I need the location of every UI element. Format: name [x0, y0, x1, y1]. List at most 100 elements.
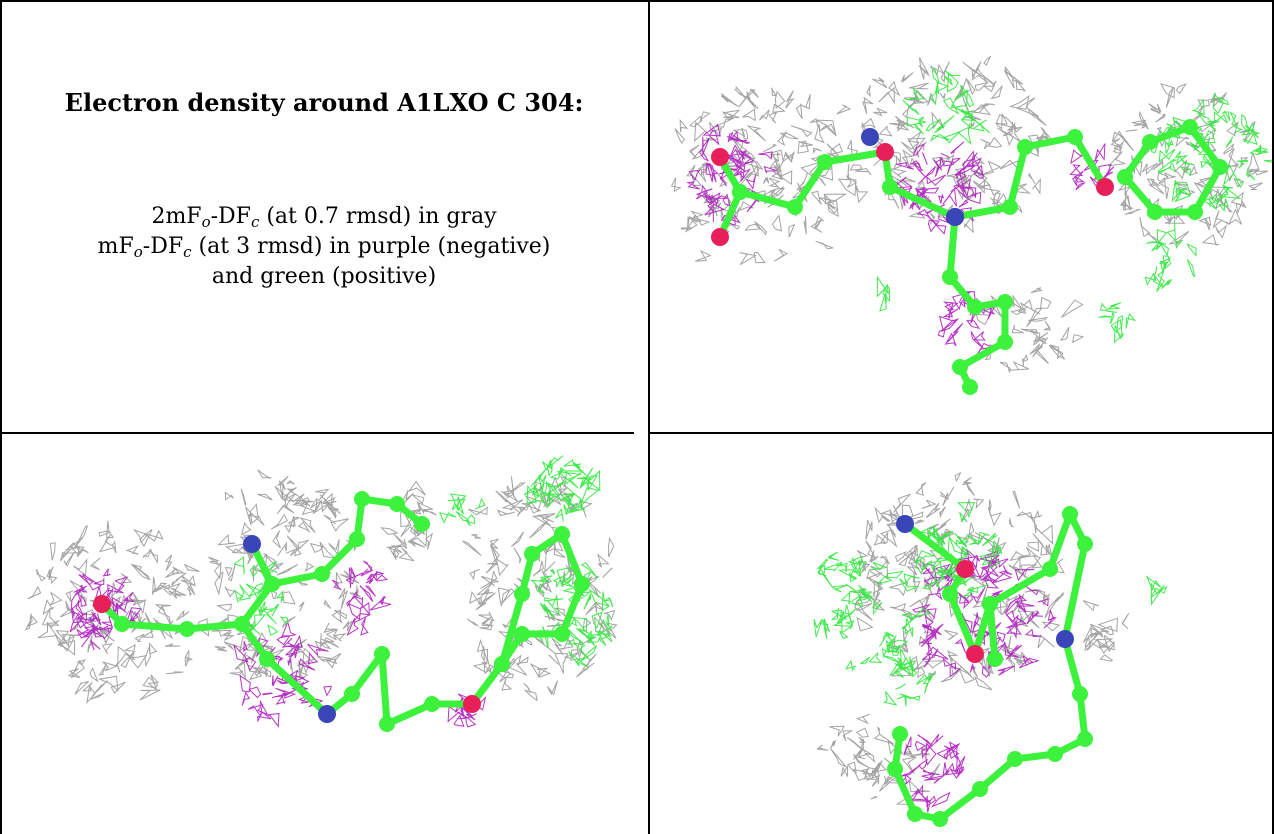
mesh-positive — [883, 648, 935, 707]
carbon-atom — [982, 596, 998, 612]
carbon-atom — [967, 299, 983, 315]
carbon-atom — [1067, 129, 1083, 145]
mesh-2fofc — [816, 713, 941, 806]
carbon-atom — [732, 184, 748, 200]
nitrogen-atom — [896, 515, 914, 533]
carbon-atom — [514, 626, 530, 642]
carbon-atom — [179, 621, 195, 637]
mesh-positive — [439, 493, 486, 526]
carbon-atom — [314, 566, 330, 582]
mesh-positive — [1098, 302, 1136, 344]
border-right — [1272, 0, 1274, 834]
carbon-atom — [942, 586, 958, 602]
mesh-negative — [912, 548, 1057, 678]
mesh-positive — [1145, 575, 1168, 606]
nitrogen-atom — [318, 705, 336, 723]
ligand-chain — [234, 616, 510, 732]
carbon-atom — [1042, 561, 1058, 577]
carbon-atom — [892, 726, 908, 742]
carbon-atom — [494, 656, 510, 672]
nitrogen-atom — [243, 535, 261, 553]
ligand-chain — [861, 128, 879, 146]
carbon-atom — [1147, 204, 1163, 220]
carbon-atom — [1117, 169, 1133, 185]
border-left — [0, 0, 2, 834]
carbon-atom — [374, 646, 390, 662]
density-view-top-right — [650, 2, 1272, 432]
mesh-positive — [233, 556, 289, 639]
carbon-atom — [942, 269, 958, 285]
carbon-atom — [389, 496, 405, 512]
mesh-2fofc — [380, 480, 437, 562]
mesh-positive — [524, 455, 601, 522]
carbon-atom — [997, 294, 1013, 310]
carbon-atom — [1047, 746, 1063, 762]
carbon-atom — [259, 651, 275, 667]
carbon-atom — [1142, 134, 1158, 150]
divider-horizontal-right — [650, 432, 1274, 434]
oxygen-atom — [966, 645, 984, 663]
carbon-atom — [1072, 686, 1088, 702]
carbon-atom — [1077, 536, 1093, 552]
density-view-bottom-right — [650, 434, 1272, 834]
density-render-1 — [670, 55, 1272, 395]
carbon-atom — [234, 616, 250, 632]
ligand-chain — [93, 491, 430, 637]
ligand-ring — [1117, 119, 1228, 220]
carbon-atom — [972, 781, 988, 797]
carbon-atom — [1182, 119, 1198, 135]
carbon-atom — [882, 179, 898, 195]
ligand-chain — [942, 208, 1013, 395]
carbon-atom — [554, 526, 570, 542]
carbon-atom — [817, 154, 833, 170]
mesh-positive — [876, 275, 891, 312]
mesh-2fofc — [975, 287, 1085, 373]
oxygen-atom — [956, 560, 974, 578]
carbon-atom — [987, 651, 1003, 667]
carbon-atom — [997, 334, 1013, 350]
oxygen-atom — [1096, 178, 1114, 196]
carbon-atom — [514, 586, 530, 602]
oxygen-atom — [876, 143, 894, 161]
ligand-chain — [887, 506, 1093, 827]
mesh-positive — [530, 562, 614, 667]
caption-line-2fofc: 2mFo-DFc (at 0.7 rmsd) in gray — [151, 204, 497, 231]
carbon-atom — [1077, 731, 1093, 747]
ligand-ring — [494, 526, 590, 672]
ligand-chain — [711, 129, 1114, 246]
divider-vertical — [648, 0, 650, 834]
mesh-positive — [813, 551, 932, 672]
carbon-atom — [1062, 506, 1078, 522]
density-view-bottom-left — [2, 434, 648, 834]
carbon-atom — [932, 811, 948, 827]
mesh-negative — [891, 733, 966, 813]
carbon-atom — [344, 686, 360, 702]
caption-line-fofc: mFo-DFc (at 3 rmsd) in purple (negative) — [97, 234, 551, 261]
carbon-atom — [1187, 204, 1203, 220]
caption-cell: Electron density around A1LXO C 304: 2mF… — [0, 0, 648, 432]
nitrogen-atom — [946, 208, 964, 226]
caption-line-positive: and green (positive) — [211, 264, 437, 289]
oxygen-atom — [711, 148, 729, 166]
carbon-atom — [354, 491, 370, 507]
nitrogen-atom — [1056, 630, 1074, 648]
density-render-3 — [813, 471, 1168, 827]
mesh-2fofc — [1082, 600, 1130, 662]
carbon-atom — [907, 806, 923, 822]
border-top — [0, 0, 1274, 2]
carbon-atom — [349, 531, 365, 547]
carbon-atom — [524, 546, 540, 562]
mesh-2fofc — [670, 85, 858, 266]
divider-horizontal-left — [0, 432, 634, 434]
oxygen-atom — [463, 695, 481, 713]
carbon-atom — [952, 359, 968, 375]
mesh-positive — [902, 68, 991, 146]
density-render-2 — [24, 455, 618, 732]
carbon-atom — [114, 616, 130, 632]
caption-title: Electron density around A1LXO C 304: — [64, 88, 584, 117]
caption-description: 2mFo-DFc (at 0.7 rmsd) in gray mFo-DFc (… — [0, 202, 648, 292]
carbon-atom — [1007, 751, 1023, 767]
carbon-atom — [424, 696, 440, 712]
carbon-atom — [574, 576, 590, 592]
